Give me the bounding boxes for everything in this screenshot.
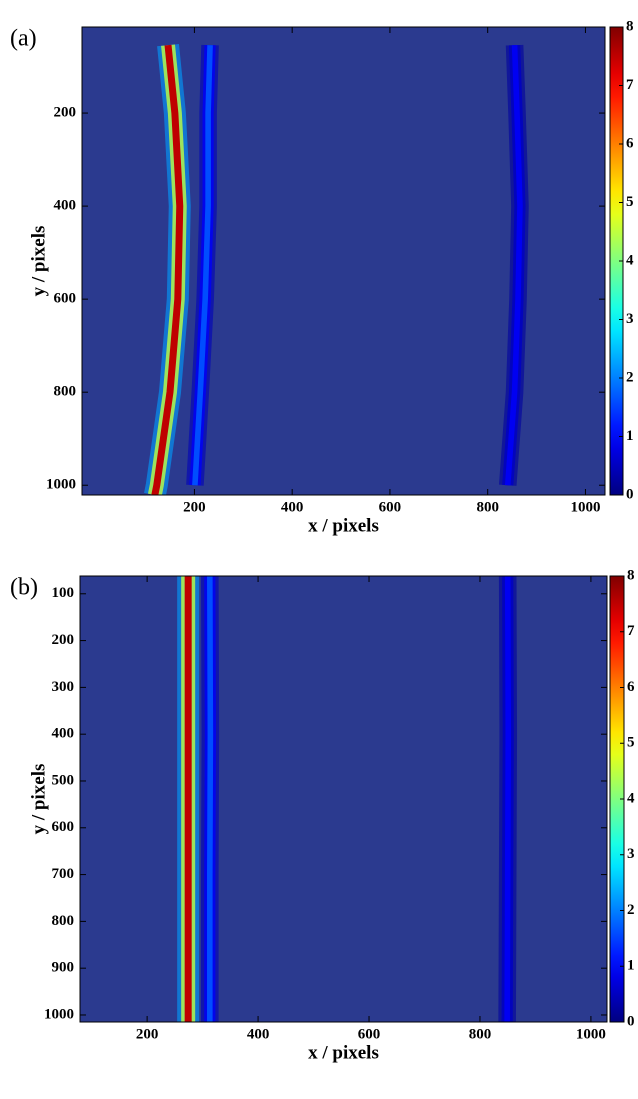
- x-axis-label: x / pixels: [308, 1042, 379, 1063]
- y-tick-label: 700: [52, 866, 75, 882]
- y-tick-label: 100: [52, 585, 75, 601]
- colorbar-tick-label: 2: [626, 369, 634, 385]
- y-tick-label: 200: [52, 632, 75, 648]
- x-tick-label: 600: [379, 499, 402, 515]
- x-tick-label: 400: [281, 499, 304, 515]
- y-tick-label: 200: [54, 105, 77, 121]
- y-axis-label: y / pixels: [28, 226, 49, 297]
- y-tick-label: 800: [54, 384, 77, 400]
- colorbar-tick-label: 3: [626, 311, 634, 327]
- colorbar-tick-label: 1: [627, 958, 635, 974]
- x-tick-label: 800: [469, 1026, 492, 1042]
- colorbar-tick-label: 7: [627, 623, 635, 639]
- y-tick-label: 600: [54, 291, 77, 307]
- colorbar-tick-label: 3: [627, 846, 635, 862]
- colorbar-tick-label: 7: [626, 77, 634, 93]
- x-tick-label: 200: [136, 1026, 159, 1042]
- plot-background: [80, 576, 607, 1022]
- panel-label: (a): [10, 26, 37, 52]
- colorbar-tick-label: 0: [627, 1013, 635, 1029]
- y-tick-label: 800: [52, 913, 75, 929]
- trace: [504, 45, 523, 486]
- y-tick-label: 1000: [44, 1006, 74, 1022]
- colorbar-tick-label: 6: [627, 679, 635, 695]
- trace: [207, 576, 214, 1022]
- y-axis-label: y / pixels: [28, 764, 49, 835]
- x-tick-label: 400: [247, 1026, 270, 1042]
- y-tick-label: 500: [52, 772, 75, 788]
- y-tick-label: 600: [52, 819, 75, 835]
- traces: [177, 576, 518, 1022]
- colorbar-tick-label: 6: [626, 135, 634, 151]
- x-tick-label: 1000: [570, 499, 600, 515]
- plot-frame: [79, 575, 608, 1023]
- colorbar-tick-label: 1: [626, 428, 634, 444]
- y-tick-label: 300: [52, 679, 75, 695]
- traces: [144, 44, 529, 495]
- trace: [192, 45, 213, 486]
- x-axis-label: x / pixels: [308, 515, 379, 536]
- y-tick-label: 900: [52, 960, 75, 976]
- colorbar-tick-label: 5: [626, 194, 634, 210]
- trace: [504, 576, 512, 1022]
- colorbar-tick-label: 4: [626, 252, 634, 268]
- y-tick-label: 400: [54, 198, 77, 214]
- plot-frame: [81, 26, 606, 496]
- colorbar-tick-label: 8: [627, 567, 635, 583]
- trace: [151, 44, 184, 495]
- y-tick-label: 400: [52, 726, 75, 742]
- x-tick-label: 200: [183, 499, 206, 515]
- colorbar-tick-label: 8: [626, 18, 634, 34]
- y-tick-label: 1000: [46, 477, 76, 493]
- colorbar-tick-label: 5: [627, 735, 635, 751]
- colorbar-tick-label: 4: [627, 790, 635, 806]
- colorbar-tick-label: 0: [626, 486, 634, 502]
- colorbar-tick-label: 2: [627, 902, 635, 918]
- panel-label: (b): [10, 575, 38, 601]
- x-tick-label: 1000: [576, 1026, 606, 1042]
- x-tick-label: 600: [358, 1026, 381, 1042]
- x-tick-label: 800: [476, 499, 499, 515]
